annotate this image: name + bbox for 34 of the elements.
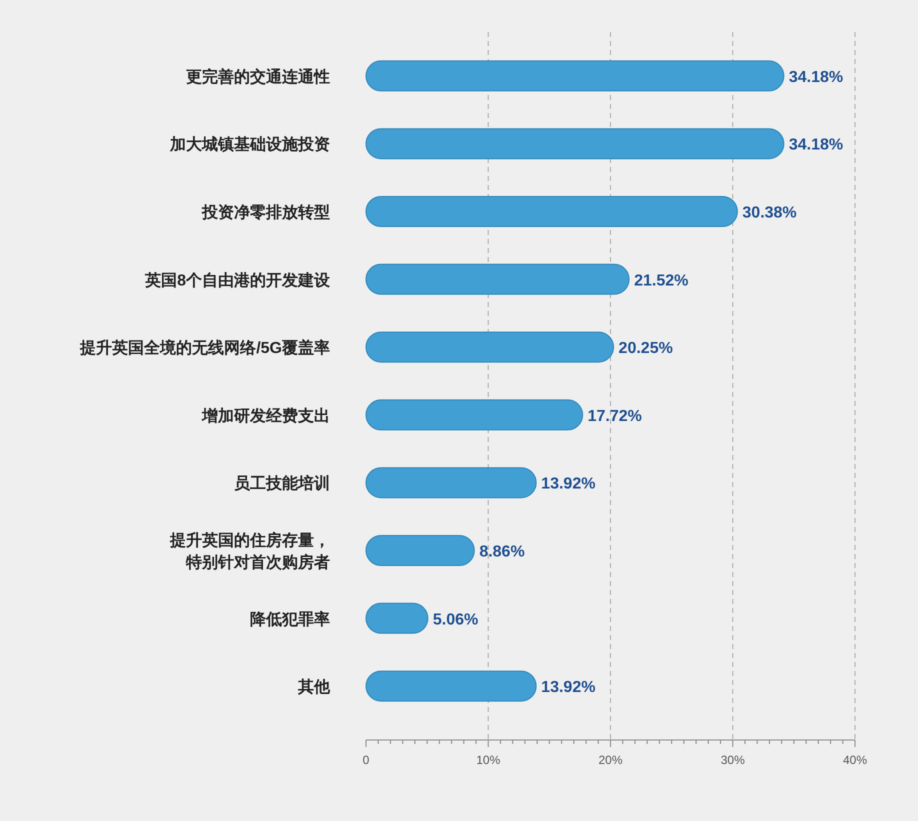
data-label: 21.52% [634,272,688,290]
data-label: 34.18% [788,136,844,154]
data-label: 17.72% [588,408,642,425]
data-label: 8.86% [479,544,525,560]
bar [366,128,784,160]
y-tick-label: 加大城镇基础设施投资 [169,136,330,154]
bar [366,467,537,498]
y-tick-label: 英国8个自由港的开发建设 [144,271,331,290]
x-tick-label: 10% [476,753,501,767]
data-label: 13.92% [541,476,596,493]
y-tick-label: 提升英国的住房存量，特别针对首次购房者 [169,530,330,572]
y-tick-label: 增加研发经费支出 [201,406,330,425]
y-tick-label: 其他 [297,678,331,696]
data-label: 20.25% [618,340,673,358]
y-tick-label: 更完善的交通连通性 [186,66,330,86]
x-tick-label: 0 [362,753,370,767]
data-label: 5.06% [432,611,478,628]
data-label: 13.92% [541,679,596,696]
y-tick-label: 投资净零排放转型 [201,204,330,222]
bar [366,196,738,227]
bar [366,535,475,566]
x-tick-label: 20% [598,753,623,767]
x-tick-label: 30% [720,753,746,767]
data-label: 30.38% [742,204,797,222]
data-label: 34.18% [788,68,844,86]
y-tick-label: 员工技能培训 [234,474,330,493]
bar [366,670,537,702]
bar [366,399,584,430]
y-tick-label: 降低犯罪率 [250,609,330,628]
x-tick-label: 40% [842,753,868,767]
y-tick-label: 提升英国全境的无线网络/5G覆盖率 [79,338,330,358]
bar [366,60,784,92]
bar [366,264,630,295]
bar [366,332,614,363]
